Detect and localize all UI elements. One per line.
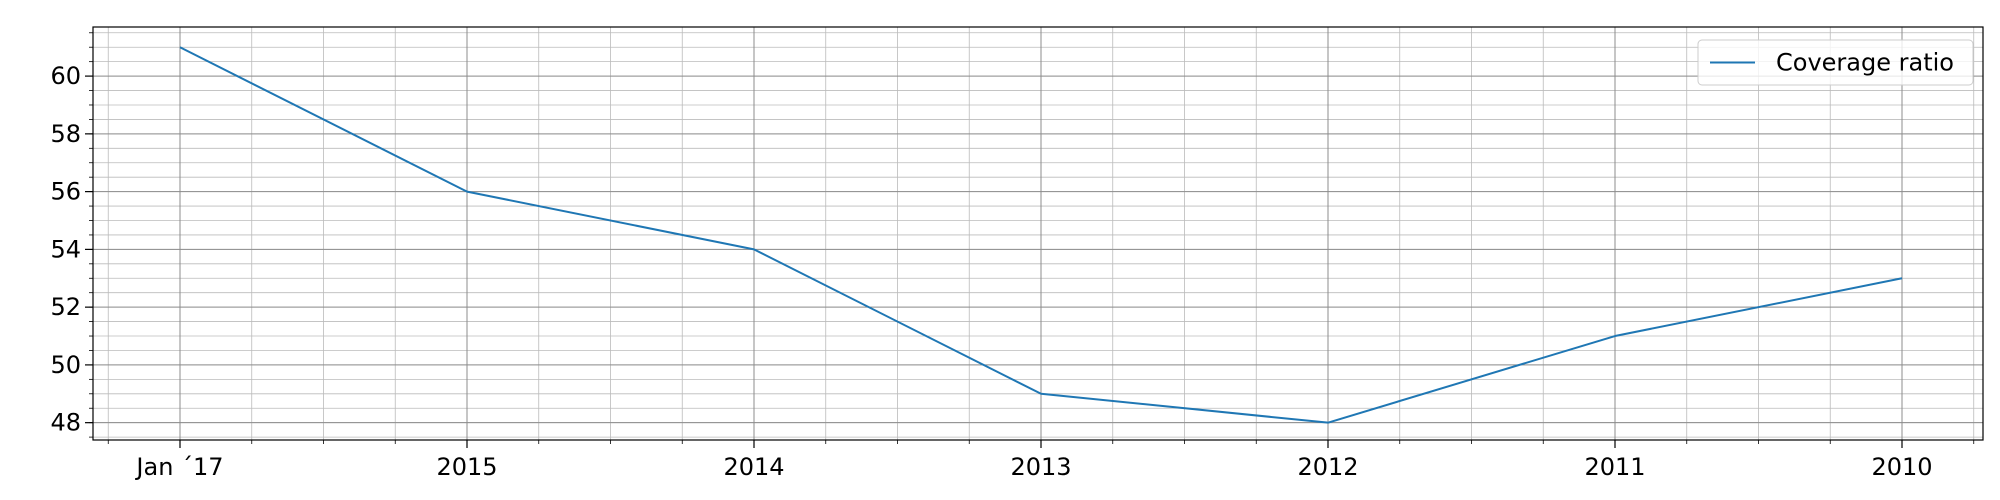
x-tick-label: 2015	[436, 453, 497, 481]
x-axis-tick-labels: Jan ´17 2015 2014 2013 2012 2011 2010	[134, 453, 1932, 481]
legend-box	[1697, 39, 1974, 86]
legend-label-coverage-ratio: Coverage ratio	[1776, 49, 1954, 77]
x-tick-label: 2012	[1297, 453, 1358, 481]
x-tick-label: 2010	[1871, 453, 1932, 481]
x-tick-label: 2013	[1010, 453, 1071, 481]
y-axis-tick-labels: 48 50 52 54 56 58 60	[50, 62, 81, 437]
x-tick-label: Jan ´17	[134, 453, 223, 481]
x-tick-label: 2014	[723, 453, 784, 481]
minor-gridlines	[93, 27, 1983, 440]
y-tick-label: 52	[50, 293, 81, 321]
y-tick-label: 50	[50, 351, 81, 379]
axis-ticks	[85, 32, 1975, 448]
major-gridlines	[93, 27, 1983, 440]
y-tick-label: 58	[50, 120, 81, 148]
y-tick-label: 54	[50, 235, 81, 263]
series-line-coverage-ratio	[179, 46, 1903, 424]
series-layer	[179, 46, 1903, 424]
x-tick-label: 2011	[1584, 453, 1645, 481]
y-tick-label: 56	[50, 178, 81, 206]
y-tick-label: 60	[50, 62, 81, 90]
y-tick-label: 48	[50, 409, 81, 437]
plot-area-frame	[92, 26, 1984, 441]
legend: Coverage ratio	[1697, 39, 1974, 86]
